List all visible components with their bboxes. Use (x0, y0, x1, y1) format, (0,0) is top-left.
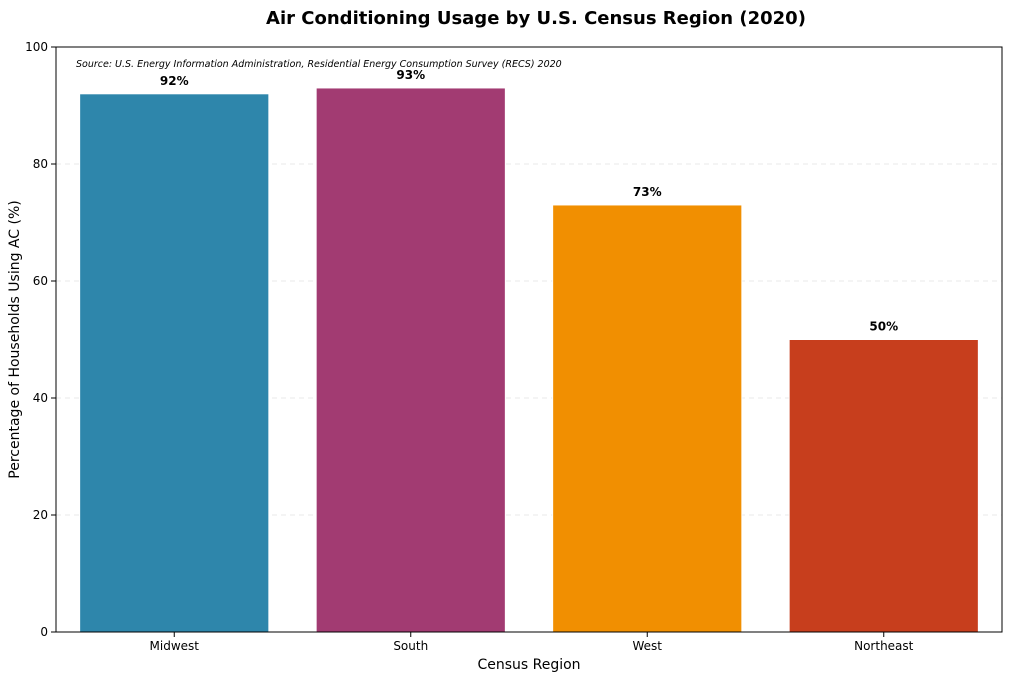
y-tick-label: 0 (40, 625, 48, 639)
bar-northeast (788, 339, 979, 633)
value-label-west: 73% (633, 185, 662, 199)
chart-title: Air Conditioning Usage by U.S. Census Re… (266, 8, 806, 29)
plot-frame (55, 46, 1003, 633)
x-tick-label-west: West (632, 639, 662, 653)
value-label-northeast: 50% (869, 320, 898, 334)
x-tick-label-south: South (393, 639, 428, 653)
value-label-midwest: 92% (160, 74, 189, 88)
bar-west (552, 204, 743, 633)
bar-midwest (79, 93, 270, 633)
bars (79, 87, 979, 633)
value-labels: 92% 93% 73% 50% (160, 68, 898, 334)
x-axis: Midwest South West Northeast (150, 632, 914, 653)
y-tick-label: 40 (33, 391, 48, 405)
value-label-south: 93% (396, 68, 425, 82)
x-axis-label: Census Region (477, 657, 580, 673)
y-tick-label: 80 (33, 157, 48, 171)
bar-south (315, 87, 506, 633)
source-note: Source: U.S. Energy Information Administ… (76, 59, 562, 70)
y-tick-label: 60 (33, 274, 48, 288)
y-tick-label: 100 (25, 40, 48, 54)
y-tick-label: 20 (33, 508, 48, 522)
x-tick-label-northeast: Northeast (854, 639, 914, 653)
x-tick-label-midwest: Midwest (150, 639, 200, 653)
y-axis: 0 20 40 60 80 100 (25, 40, 56, 639)
y-axis-label: Percentage of Households Using AC (%) (7, 200, 23, 478)
